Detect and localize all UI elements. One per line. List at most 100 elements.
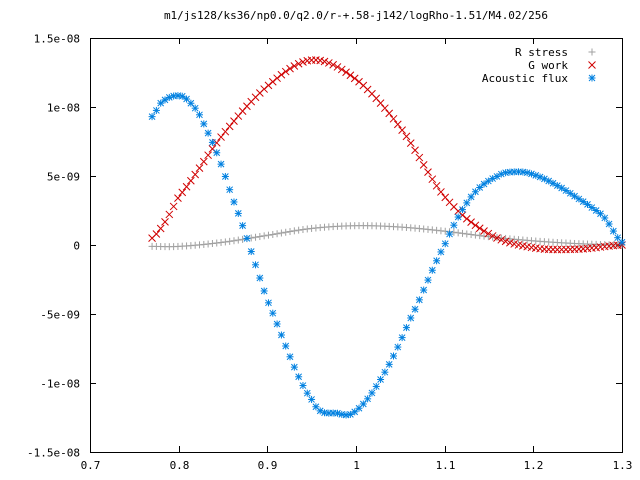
data-point xyxy=(368,389,376,397)
data-point xyxy=(476,232,484,240)
data-point xyxy=(199,157,208,166)
data-point xyxy=(584,200,592,208)
legend-marker xyxy=(588,48,596,56)
data-point xyxy=(346,410,354,418)
data-point xyxy=(260,232,268,240)
data-point xyxy=(226,237,234,245)
data-point xyxy=(260,287,268,295)
data-point xyxy=(299,226,307,234)
data-point xyxy=(187,176,195,185)
data-point xyxy=(475,224,484,233)
data-point xyxy=(433,257,441,265)
data-point xyxy=(450,221,458,229)
y-tick-label: -5e-09 xyxy=(40,309,80,322)
x-tick-label: 1 xyxy=(353,459,360,472)
series-acoustic-flux xyxy=(148,92,626,419)
data-point xyxy=(346,71,355,80)
data-point xyxy=(299,58,307,66)
x-tick-label: 0.9 xyxy=(258,459,278,472)
data-point xyxy=(562,187,570,195)
data-point xyxy=(402,324,410,332)
data-point xyxy=(402,132,411,141)
data-point xyxy=(501,237,510,246)
data-point xyxy=(225,122,234,131)
data-point xyxy=(566,189,574,197)
data-point xyxy=(286,353,294,361)
data-point xyxy=(200,120,208,128)
data-point xyxy=(217,160,225,168)
data-point xyxy=(195,111,203,119)
chart-title: m1/js128/ks36/np0.0/q2.0/r-+.58-j142/log… xyxy=(164,9,548,22)
x-tick-label: 0.7 xyxy=(81,459,101,472)
data-point xyxy=(376,99,385,108)
data-point xyxy=(303,389,311,397)
data-point xyxy=(424,168,432,177)
data-point xyxy=(234,236,242,244)
data-point xyxy=(239,235,247,243)
data-point xyxy=(476,184,484,192)
y-tick-label: 5e-09 xyxy=(47,171,80,184)
y-tick-label: 0 xyxy=(73,240,80,253)
data-point xyxy=(480,180,488,188)
data-point xyxy=(178,92,186,100)
data-point xyxy=(467,218,475,226)
data-point xyxy=(324,59,333,67)
legend-marker xyxy=(588,74,596,82)
data-point xyxy=(333,63,342,71)
data-point xyxy=(269,309,277,317)
data-point xyxy=(407,314,415,322)
data-point xyxy=(393,120,402,129)
data-point xyxy=(579,198,587,206)
data-point xyxy=(329,60,337,69)
data-point xyxy=(252,261,260,269)
data-point xyxy=(308,395,316,403)
data-point xyxy=(264,299,272,307)
data-point xyxy=(458,229,466,237)
data-point xyxy=(247,248,255,256)
data-point xyxy=(458,206,466,214)
data-point xyxy=(303,225,311,233)
data-point xyxy=(230,198,238,206)
data-point xyxy=(221,172,229,180)
data-point xyxy=(588,204,596,212)
series-g-work xyxy=(148,56,626,254)
data-point xyxy=(337,65,346,74)
data-point xyxy=(191,104,199,112)
data-point xyxy=(484,229,493,238)
data-point xyxy=(454,229,462,237)
data-point xyxy=(252,233,260,241)
series-layer xyxy=(148,56,626,419)
data-point xyxy=(398,126,406,134)
data-point xyxy=(350,74,359,83)
data-point xyxy=(420,286,428,294)
data-point xyxy=(221,238,229,246)
data-point xyxy=(208,138,216,146)
data-point xyxy=(415,153,424,162)
data-point xyxy=(156,224,165,233)
data-point xyxy=(182,182,191,191)
data-point xyxy=(411,305,419,313)
legend-label: R stress xyxy=(515,46,568,59)
data-point xyxy=(281,67,290,76)
data-point xyxy=(424,276,432,284)
data-point xyxy=(428,175,437,184)
data-point xyxy=(411,146,419,155)
data-point xyxy=(389,114,398,123)
data-point xyxy=(398,334,406,342)
data-point xyxy=(178,188,187,197)
data-point xyxy=(454,213,462,221)
data-point xyxy=(286,228,294,236)
data-point xyxy=(381,104,389,113)
data-point xyxy=(359,400,367,408)
data-point xyxy=(230,117,238,126)
data-point xyxy=(320,57,329,66)
data-point xyxy=(243,234,251,242)
x-tick-label: 0.8 xyxy=(170,459,190,472)
data-point xyxy=(195,164,204,172)
data-point xyxy=(268,77,277,86)
data-point xyxy=(471,221,480,230)
data-point xyxy=(372,382,380,390)
x-tick-label: 1.2 xyxy=(524,459,544,472)
